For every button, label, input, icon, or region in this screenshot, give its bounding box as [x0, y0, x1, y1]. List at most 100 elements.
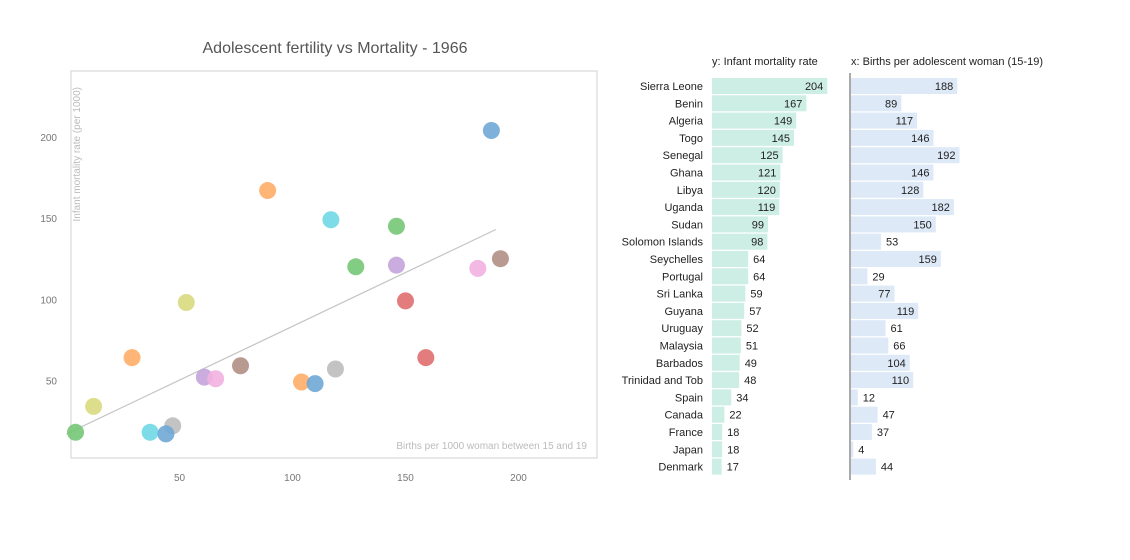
mortality-bar[interactable] [712, 268, 749, 285]
mortality-bar[interactable] [712, 181, 780, 198]
scatter-point[interactable] [326, 360, 344, 378]
scatter-point[interactable] [123, 349, 141, 367]
births-value-label: 53 [886, 237, 898, 249]
mortality-bar[interactable] [712, 354, 740, 371]
y-axis-label: Infant mortality rate (per 1000) [72, 87, 83, 222]
scatter-point[interactable] [177, 293, 195, 311]
scatter-point[interactable] [141, 423, 159, 441]
bar-chart-panel: y: Infant mortality rate x: Births per a… [622, 56, 1043, 480]
births-bar[interactable] [851, 285, 895, 302]
births-bar[interactable] [851, 372, 914, 389]
births-bar[interactable] [851, 129, 934, 146]
mortality-bar[interactable] [712, 372, 740, 389]
births-bar[interactable] [851, 216, 936, 233]
births-bar[interactable] [851, 337, 889, 354]
births-bar[interactable] [851, 233, 881, 250]
bar-series-header-mortality: y: Infant mortality rate [712, 56, 818, 68]
category-label: Benin [675, 98, 703, 110]
births-bar[interactable] [851, 441, 854, 458]
mortality-value-label: 57 [749, 306, 761, 318]
births-value-label: 44 [881, 462, 893, 474]
scatter-point[interactable] [232, 357, 250, 375]
scatter-point[interactable] [207, 370, 225, 388]
scatter-point[interactable] [491, 250, 509, 268]
births-bar[interactable] [851, 268, 868, 285]
mortality-value-label: 18 [727, 444, 739, 456]
births-bar[interactable] [851, 406, 878, 423]
mortality-bar[interactable] [712, 441, 723, 458]
scatter-point[interactable] [482, 122, 500, 140]
births-bar[interactable] [851, 302, 919, 319]
scatter-point[interactable] [397, 292, 414, 310]
scatter-point[interactable] [469, 259, 487, 277]
mortality-bar[interactable] [712, 233, 768, 250]
mortality-bar[interactable] [712, 406, 725, 423]
category-label: Solomon Islands [622, 237, 704, 249]
mortality-bar[interactable] [712, 251, 749, 267]
scatter-point[interactable] [67, 423, 85, 441]
mortality-bar[interactable] [712, 78, 828, 94]
category-label: Algeria [669, 116, 704, 128]
mortality-bar[interactable] [712, 302, 745, 319]
scatter-point[interactable] [85, 397, 103, 415]
category-label: France [669, 427, 703, 439]
scatter-point[interactable] [322, 211, 340, 229]
scatter-point[interactable] [306, 375, 324, 393]
scatter-point[interactable] [157, 425, 175, 443]
births-value-label: 104 [887, 358, 905, 370]
births-bar[interactable] [851, 199, 954, 216]
category-label: Japan [673, 444, 703, 456]
mortality-bar[interactable] [712, 337, 741, 354]
scatter-point[interactable] [293, 373, 311, 391]
births-value-label: 119 [897, 306, 915, 318]
mortality-bar[interactable] [712, 389, 732, 406]
y-tick-label: 150 [40, 214, 57, 225]
births-bar[interactable] [851, 147, 960, 164]
births-bar[interactable] [851, 95, 902, 112]
mortality-bar[interactable] [712, 285, 746, 302]
mortality-value-label: 99 [752, 219, 764, 231]
births-bar[interactable] [851, 389, 858, 406]
scatter-point[interactable] [417, 349, 435, 367]
mortality-bar[interactable] [712, 147, 783, 164]
mortality-bar[interactable] [712, 199, 780, 216]
births-value-label: 117 [896, 116, 914, 128]
scatter-point[interactable] [259, 182, 277, 200]
mortality-value-label: 34 [736, 392, 748, 404]
scatter-point[interactable] [387, 256, 405, 274]
mortality-bar[interactable] [712, 424, 723, 440]
mortality-value-label: 17 [727, 462, 739, 474]
births-bar[interactable] [851, 354, 910, 371]
scatter-point[interactable] [387, 217, 405, 235]
births-value-label: 128 [901, 185, 919, 197]
mortality-value-label: 51 [746, 341, 758, 353]
births-bar[interactable] [851, 78, 958, 94]
births-bar[interactable] [851, 112, 918, 129]
mortality-bar[interactable] [712, 216, 768, 233]
mortality-bar[interactable] [712, 95, 807, 112]
mortality-bar[interactable] [712, 458, 722, 475]
mortality-value-label: 64 [753, 271, 765, 283]
births-bar[interactable] [851, 164, 934, 181]
births-value-label: 192 [937, 150, 955, 162]
mortality-bar[interactable] [712, 320, 742, 337]
mortality-value-label: 59 [750, 289, 762, 301]
mortality-value-label: 120 [757, 185, 775, 197]
bar-series-header-births: x: Births per adolescent woman (15-19) [851, 56, 1043, 68]
births-bar[interactable] [851, 424, 872, 440]
births-value-label: 159 [919, 254, 937, 266]
births-bar[interactable] [851, 251, 941, 267]
y-tick-label: 50 [46, 376, 58, 387]
mortality-bar[interactable] [712, 129, 794, 146]
births-bar[interactable] [851, 181, 924, 198]
mortality-value-label: 204 [805, 81, 823, 93]
category-label: Malaysia [660, 341, 704, 353]
births-bar[interactable] [851, 320, 886, 337]
scatter-point[interactable] [347, 258, 365, 276]
births-bar[interactable] [851, 458, 876, 475]
x-tick-label: 150 [397, 473, 414, 484]
mortality-bar[interactable] [712, 164, 781, 181]
mortality-value-label: 121 [758, 168, 776, 180]
mortality-bar[interactable] [712, 112, 797, 129]
mortality-value-label: 145 [772, 133, 790, 145]
